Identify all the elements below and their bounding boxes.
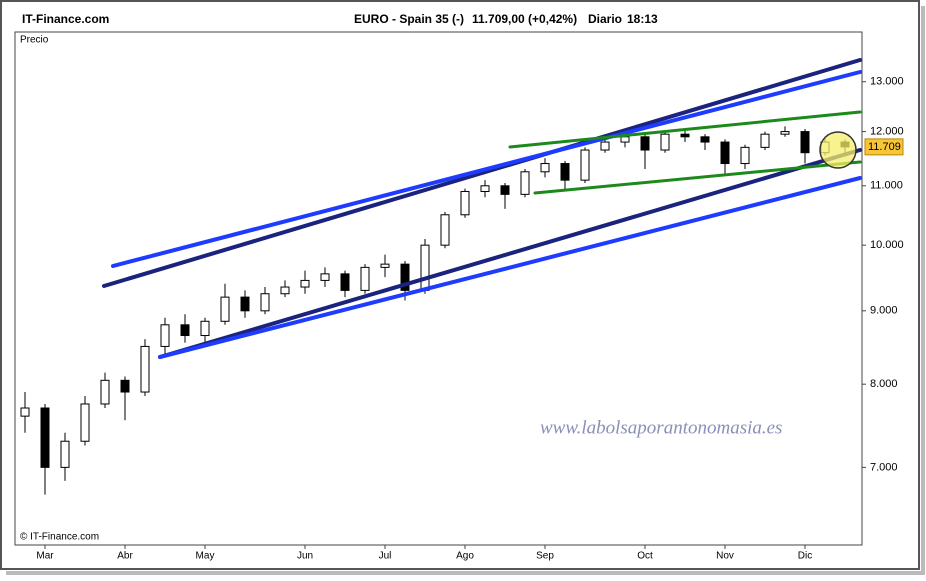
candle-body xyxy=(140,345,150,393)
time: 18:13 xyxy=(627,12,658,26)
site-name: IT-Finance.com xyxy=(22,12,109,26)
candle-body xyxy=(440,214,450,246)
candle-body xyxy=(580,149,590,181)
shadow xyxy=(6,571,924,575)
candle-body xyxy=(280,286,290,295)
candle-body xyxy=(360,266,370,291)
candle-body xyxy=(260,293,270,312)
candle-body xyxy=(420,244,430,291)
x-tick-label: Jun xyxy=(297,551,313,562)
candle-body xyxy=(660,133,670,151)
period: Diario xyxy=(588,12,622,26)
x-tick-label: Jul xyxy=(379,551,392,562)
candle-body xyxy=(20,407,30,417)
panel-label: Precio xyxy=(20,35,49,46)
x-tick-label: Mar xyxy=(36,551,54,562)
x-tick-label: Dic xyxy=(798,551,812,562)
y-tick-label: 7.000 xyxy=(870,461,898,473)
y-tick-label: 13.000 xyxy=(870,76,904,88)
candle-body xyxy=(480,185,490,192)
candle-body xyxy=(100,379,110,405)
candle-body xyxy=(220,296,230,322)
candle-body xyxy=(40,407,50,468)
candle-body xyxy=(540,163,550,173)
candle-body xyxy=(60,440,70,468)
y-tick-label: 10.000 xyxy=(870,239,904,251)
candle-body xyxy=(120,379,130,393)
candle-body xyxy=(80,403,90,442)
candle-body xyxy=(300,279,310,288)
candle-body xyxy=(500,185,510,195)
x-tick-label: Ago xyxy=(456,551,474,562)
candle-body xyxy=(460,190,470,216)
candle-body xyxy=(720,141,730,165)
quote: 11.709,00 (+0,42%) xyxy=(472,12,577,26)
last-value-box xyxy=(864,138,904,156)
copyright: © IT-Finance.com xyxy=(20,532,99,543)
shadow xyxy=(921,6,925,575)
candle-body xyxy=(380,263,390,268)
candle-body xyxy=(620,136,630,143)
x-tick-label: Oct xyxy=(637,551,653,562)
watermark: www.labolsaporantonomasia.es xyxy=(540,417,782,438)
candle-body xyxy=(320,273,330,281)
candle-body xyxy=(760,133,770,148)
candle-body xyxy=(740,146,750,165)
highlight-circle xyxy=(819,131,857,169)
candle-body xyxy=(560,163,570,181)
y-tick-label: 8.000 xyxy=(870,378,898,390)
y-tick-label: 9.000 xyxy=(870,305,898,317)
trendline xyxy=(158,176,862,359)
trendline xyxy=(158,148,862,359)
candle-body xyxy=(800,131,810,154)
trendline xyxy=(533,160,862,195)
x-tick-label: Sep xyxy=(536,551,554,562)
y-tick-label: 12.000 xyxy=(870,125,904,137)
candle-body xyxy=(200,320,210,337)
candle-body xyxy=(160,324,170,347)
x-tick-label: May xyxy=(196,551,215,562)
trendline xyxy=(111,70,862,268)
candle-body xyxy=(600,141,610,151)
candle-body xyxy=(340,273,350,291)
instrument: EURO - Spain 35 (-) xyxy=(354,12,464,26)
candle-body xyxy=(700,136,710,143)
trendlines xyxy=(102,58,862,359)
candle-body xyxy=(240,296,250,312)
candle-body xyxy=(780,131,790,135)
trendline xyxy=(508,110,862,149)
candle-body xyxy=(680,133,690,138)
plot-area xyxy=(14,31,863,546)
candle-body xyxy=(520,171,530,195)
candle-body xyxy=(400,263,410,291)
x-tick-label: Abr xyxy=(117,551,133,562)
trendline xyxy=(102,58,862,288)
last-value-label: 11.709 xyxy=(868,141,901,153)
x-tick-label: Nov xyxy=(716,551,734,562)
candle-body xyxy=(640,136,650,151)
y-tick-label: 11.000 xyxy=(870,180,903,192)
candle-body xyxy=(180,324,190,337)
